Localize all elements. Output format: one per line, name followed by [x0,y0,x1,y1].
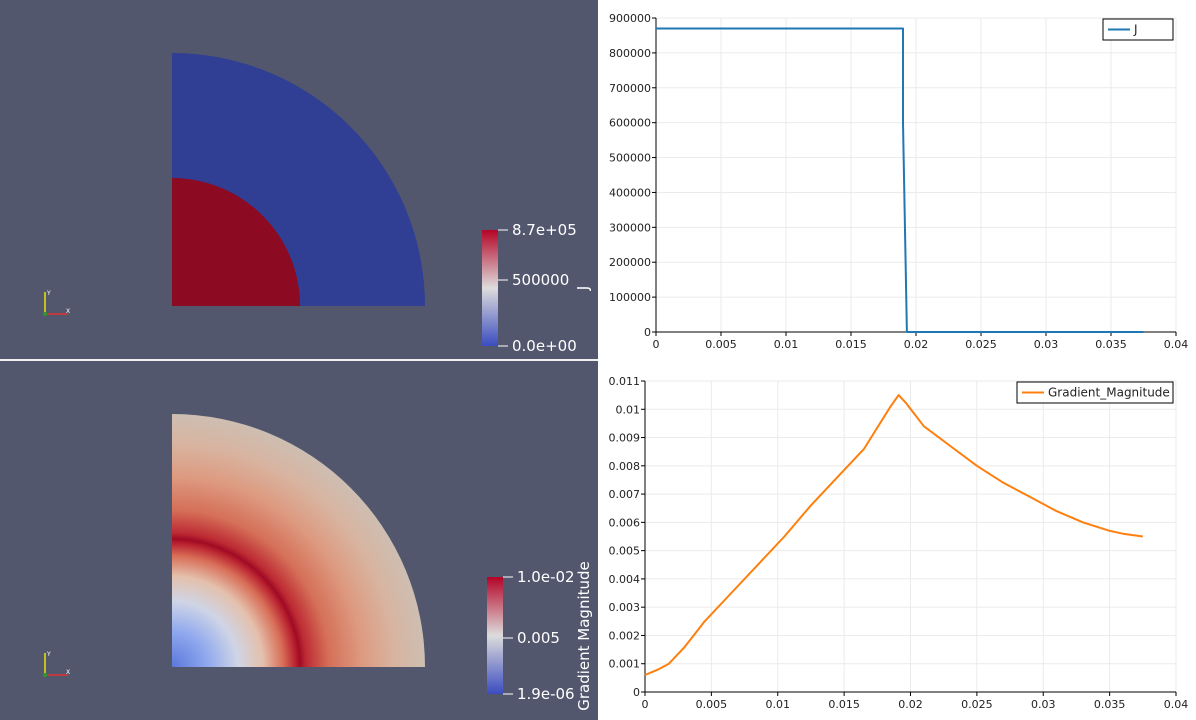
y-tick-label: 0.006 [609,516,641,529]
legend: J [1102,18,1174,41]
axis-y-letter: Y [46,651,51,658]
colorbar-j-gradient [482,230,498,346]
axis-y-letter: Y [46,290,51,297]
x-tick-label: 0.035 [1094,698,1126,711]
render-canvas-gradient[interactable]: 1.0e-02 0.005 1.9e-06 Gradient Magnitude… [0,361,598,720]
x-tick-label: 0.03 [1031,698,1056,711]
x-tick-label: 0.02 [904,338,929,351]
x-tick-label: 0 [653,338,660,351]
x-tick-label: 0.005 [705,338,737,351]
y-tick-label: 100000 [609,291,651,304]
y-tick-label: 0 [644,326,651,339]
y-tick-label: 0.004 [609,573,641,586]
x-tick-label: 0.02 [898,698,923,711]
x-tick-label: 0.005 [696,698,728,711]
colorbar-gradient: 1.0e-02 0.005 1.9e-06 Gradient Magnitude [487,561,593,711]
legend-box [1016,381,1174,404]
x-tick-label: 0.01 [766,698,791,711]
y-tick-label: 900000 [609,12,651,25]
axis-x-letter: X [66,308,70,315]
y-tick-label: 0.011 [609,375,641,388]
line-chart-j[interactable]: 0 0.005 0.01 0.015 0.02 0.025 0.03 0.035 0.04 0 10… [599,0,1196,359]
x-tick-label: 0.025 [965,338,997,351]
x-tick-label: 0.015 [835,338,867,351]
line-chart-gradient[interactable]: 0 0.005 0.01 0.015 0.02 0.025 0.03 0.035 0.04 0 0.… [599,361,1196,720]
x-tick-label: 0 [642,698,649,711]
y-tick-label: 0.007 [609,488,641,501]
x-tick-label: 0.025 [961,698,993,711]
series-line-gradient-magnitude [644,394,1143,676]
y-tick-label: 0.003 [609,601,641,614]
x-tick-label: 0.035 [1095,338,1127,351]
y-tick-label: 0 [633,686,640,699]
y-tick-label: 0.01 [616,403,641,416]
legend-box [1102,18,1174,41]
render-canvas-j[interactable]: 8.7e+05 500000 0.0e+00 J Y X [0,0,598,359]
x-tick-label: 0.015 [828,698,860,711]
orientation-axes-icon: Y X [43,290,70,316]
y-tick-label: 0.008 [609,460,641,473]
y-tick-label: 400000 [609,186,651,199]
colorbar-j-title: J [574,286,592,291]
orientation-axes-icon: Y X [43,651,70,677]
legend-label: J [1133,23,1138,37]
colorbar-gradient-max-label: 1.0e-02 [517,568,575,586]
colorbar-gradient-min-label: 1.9e-06 [517,685,575,703]
axis-x-letter: X [66,669,70,676]
colorbar-j-max-label: 8.7e+05 [512,221,577,239]
legend: Gradient_Magnitude [1016,381,1174,404]
view-separator-horizontal[interactable] [0,359,598,361]
line-chart-j-panel[interactable]: 0 0.005 0.01 0.015 0.02 0.025 0.03 0.035 0.04 0 10… [599,0,1196,359]
y-tick-label: 600000 [609,117,651,130]
y-tick-label: 500000 [609,152,651,165]
y-tick-label: 0.002 [609,629,641,642]
colorbar-gradient-mid-label: 0.005 [517,629,560,647]
colorbar-gradient-bar [487,577,503,694]
colorbar-j: 8.7e+05 500000 0.0e+00 J [482,221,592,355]
legend-label: Gradient_Magnitude [1048,386,1170,400]
y-tick-label: 0.001 [609,658,641,671]
colorbar-gradient-title: Gradient Magnitude [575,561,593,711]
view-separator-vertical[interactable] [598,0,599,720]
inner-quarter-disc-j [172,178,300,306]
y-tick-label: 800000 [609,47,651,60]
series-line-j [656,27,1144,333]
render-view-j[interactable]: 8.7e+05 500000 0.0e+00 J Y X [0,0,598,359]
x-tick-label: 0.01 [774,338,799,351]
y-tick-label: 0.005 [609,545,641,558]
y-tick-label: 700000 [609,82,651,95]
y-tick-label: 200000 [609,256,651,269]
y-tick-label: 0.009 [609,432,641,445]
colorbar-j-mid-label: 500000 [512,271,569,289]
x-tick-label: 0.04 [1164,338,1189,351]
y-tick-label: 300000 [609,221,651,234]
render-view-gradient[interactable]: 1.0e-02 0.005 1.9e-06 Gradient Magnitude… [0,361,598,720]
x-tick-label: 0.04 [1164,698,1189,711]
x-tick-label: 0.03 [1034,338,1059,351]
colorbar-j-min-label: 0.0e+00 [512,337,577,355]
gradient-quarter-disc [172,414,425,667]
line-chart-gradient-panel[interactable]: 0 0.005 0.01 0.015 0.02 0.025 0.03 0.035 0.04 0 0.… [599,361,1196,720]
